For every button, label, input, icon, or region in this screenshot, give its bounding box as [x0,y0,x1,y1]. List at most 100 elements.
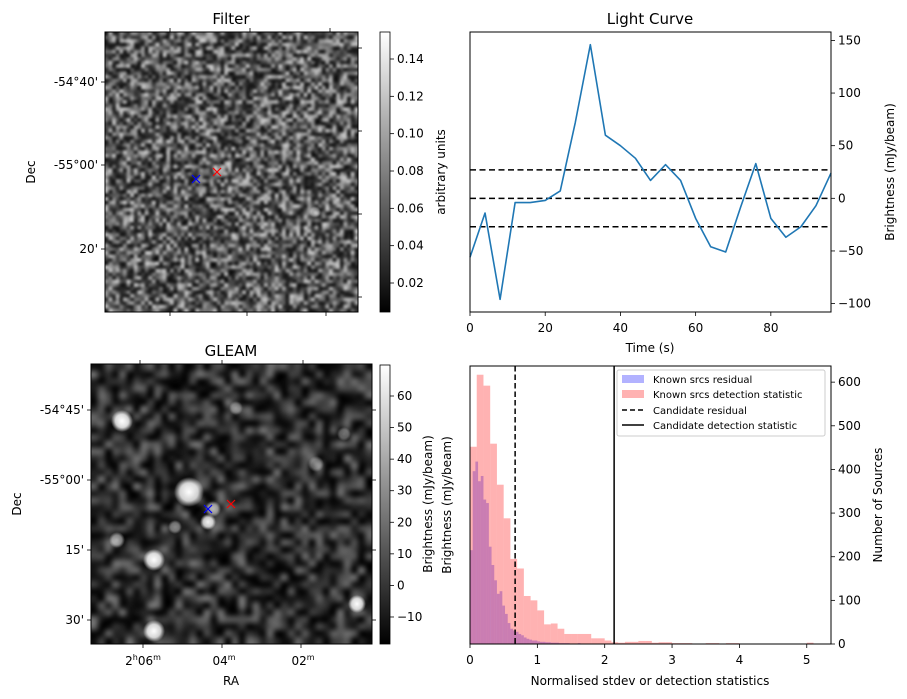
detection-hist-bar [510,558,518,644]
gleam-colorbar-ticks: −10 0 10 20 30 40 50 60 [390,389,422,624]
detection-hist-bar [638,640,646,644]
detection-hist-bar [517,568,524,644]
residual-hist-bar [496,593,500,644]
colorbar-tick-label: 60 [397,389,412,403]
ytick-label: 200 [838,550,861,564]
colorbar-tick-label: 50 [397,421,412,435]
xtick-label: 4 [736,653,744,667]
residual-hist-bar [488,546,492,644]
xtick-label: 5 [803,653,811,667]
residual-hist-bar [491,565,495,644]
filter-title: Filter [212,10,250,28]
filter-ytick-label: -54°40' [54,75,98,89]
residual-hist-bar [486,503,489,644]
detection-hist-bar [571,633,578,644]
detection-hist-bar [557,628,565,644]
detection-hist-bar [806,642,814,644]
residual-hist-bar [540,641,543,644]
colorbar-tick-label: 0.06 [397,201,424,215]
detection-hist-bar [490,443,497,644]
colorbar-tick-label: 0.14 [397,52,424,66]
filter-ytick-label: 20' [79,242,98,256]
gleam-ylabel: Dec [10,492,24,515]
gleam-ytick-label: -54°45' [40,403,84,417]
gleam-ytick-label: 15' [65,543,84,557]
detection-hist-bar [470,446,477,644]
residual-hist-bar [480,475,484,644]
gleam-colorbar-label: Brightness (mJy/beam) [421,435,435,573]
gleam-frame [90,363,373,645]
red-x-marker [226,499,236,509]
blue-x-marker [191,174,201,184]
detection-hist-bar [584,633,592,644]
xtick-label: 60 [688,321,703,335]
detection-hist-bar [483,385,491,644]
ytick-label: 400 [838,462,861,476]
detection-hist-bar [591,638,598,644]
detection-hist-bar [604,640,612,644]
gleam-xtick-label: 02m [291,653,314,668]
gleam-xtick-label: 04m [212,653,235,668]
detection-hist-bar [618,642,625,644]
blue-x-marker [203,504,213,514]
detection-hist-bar [658,642,666,644]
detection-hist-bar [564,633,572,644]
gleam-colorbar [379,364,391,645]
detection-hist-bar [597,638,605,644]
xtick-label: 2 [601,653,609,667]
ytick-label: 150 [838,33,861,47]
detection-hist-bar [665,642,673,644]
xtick-label: 0 [466,653,474,667]
light-curve-xlabel: Time (s) [625,341,675,355]
colorbar-tick-label: 0.02 [397,276,424,290]
histogram-panel: 0 1 2 3 4 5 0 100 200 300 400 500 600 Normalised std… [440,365,885,688]
filter-colorbar-ticks: 0.02 0.04 0.06 0.08 0.10 0.12 0.14 [390,52,424,290]
residual-hist-bar [534,640,538,644]
xtick-label: 20 [538,321,553,335]
detection-hist-bar [476,374,484,644]
light-curve-axes: 0 20 40 60 80 −100 −50 0 50 100 150 [466,33,871,335]
xtick-label: 1 [534,653,542,667]
residual-hist-bar [521,635,524,644]
residual-hist-bar [523,637,527,644]
detection-hist-bar [544,624,551,644]
filter-frame [104,31,359,313]
colorbar-tick-label: 40 [397,452,412,466]
gleam-xlabel: RA [223,674,240,688]
ytick-label: −50 [838,244,863,258]
ytick-label: 0 [838,637,846,651]
legend-label: Candidate detection statistic [653,421,797,432]
legend-label: Candidate residual [653,406,747,417]
ytick-label: −100 [838,297,871,311]
histogram-right-ylabel: Number of Sources [871,448,885,563]
histogram-frame [469,365,832,645]
residual-hist-bar [510,628,514,644]
residual-hist-bar [513,630,516,644]
gleam-panel: GLEAM -54°45' -55°00' 15' 30' 2h06m 04m … [10,342,435,688]
light-curve-line [469,43,832,301]
filter-image [105,32,358,312]
ytick-label: 500 [838,419,861,433]
ytick-label: 600 [838,375,861,389]
detection-hist-bar [577,633,585,644]
detection-hist-bar [530,600,538,644]
filter-markers [191,167,222,184]
histogram-left-ylabel: Brightness (mJy/beam) [440,436,454,574]
ytick-label: 0 [838,191,846,205]
colorbar-tick-label: −10 [397,610,422,624]
residual-hist-bar [507,623,511,644]
filter-panel: Filter -54°40' -55°00' 20' Dec 0.020.040… [24,10,448,316]
gleam-ytick-label: -55°00' [40,473,84,487]
colorbar-tick-label: 0 [397,578,405,592]
histogram-xlabel: Normalised stdev or detection statistics [531,674,770,688]
residual-hist-bar [505,613,508,644]
legend-box [616,369,826,437]
detection-hist-bar [624,641,632,644]
residual-hist-bar [537,641,541,644]
histogram-axes: 0 1 2 3 4 5 0 100 200 300 400 500 600 [466,375,861,667]
filter-axis-ticks [101,28,362,316]
filter-colorbar-label: arbitrary units [434,129,448,215]
residual-hist-bar [475,461,479,644]
colorbar-tick-label: 0.12 [397,89,424,103]
detection-hist-bar [537,610,545,644]
